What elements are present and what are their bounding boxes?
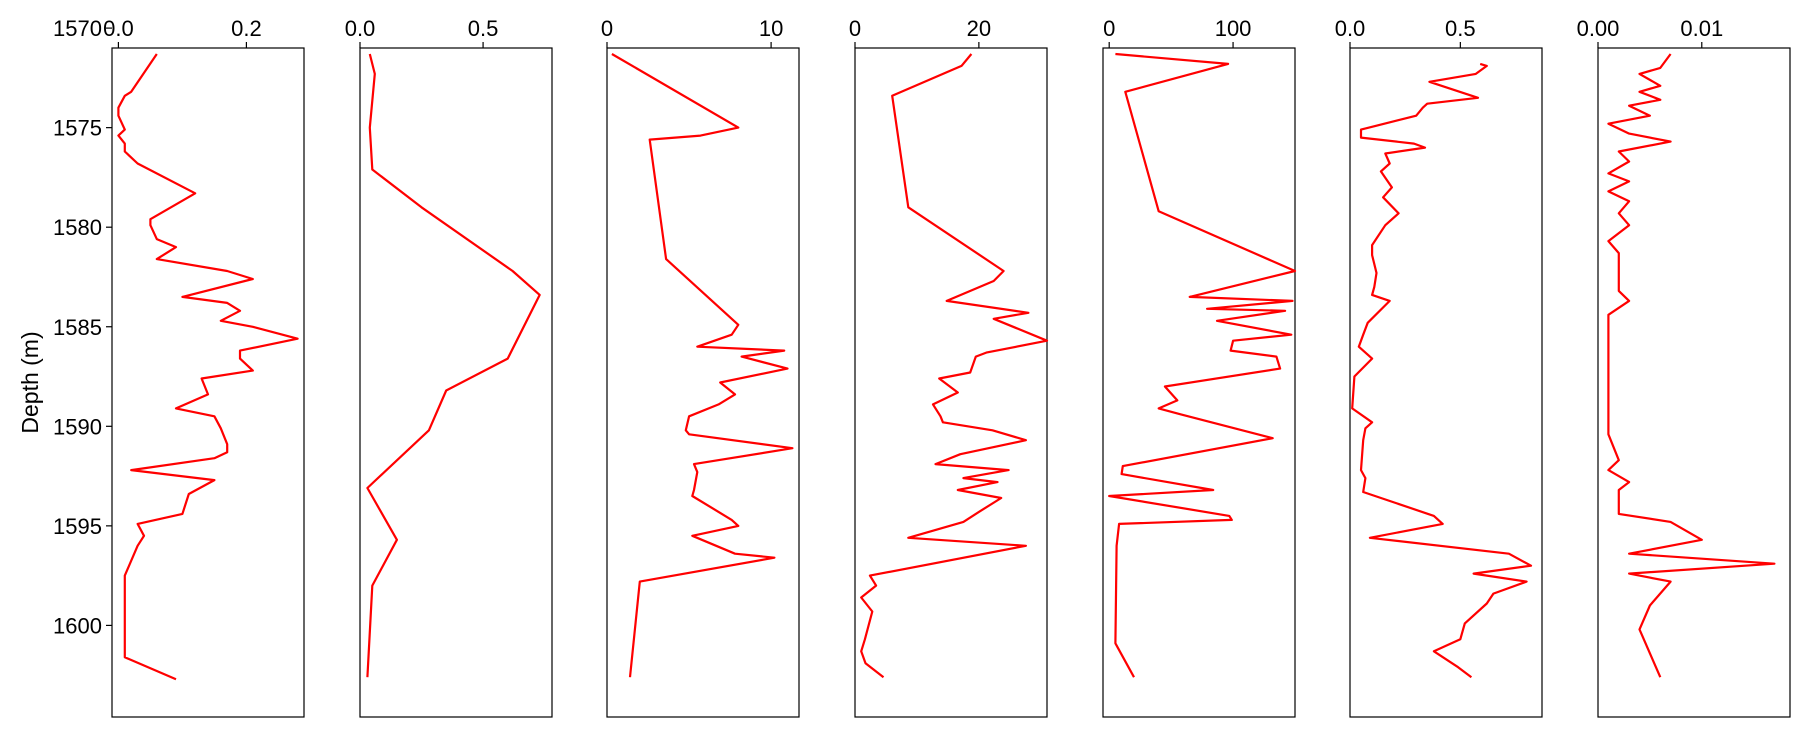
panel-frame: [359, 47, 553, 718]
x-tick-label: 100: [1215, 16, 1252, 41]
track-panel-5: 0 100: [1102, 16, 1297, 718]
track-panel-6: 0.0 0.5: [1335, 16, 1543, 718]
x-tick-label: 10: [759, 16, 783, 41]
panel-frame: [1597, 47, 1791, 718]
x-tick-label: 0.01: [1680, 16, 1723, 41]
y-tick-label: 1570: [53, 16, 102, 41]
panel-frame: [111, 47, 305, 718]
y-axis-title: Depth (m): [17, 331, 43, 433]
y-tick-label: 1600: [53, 613, 102, 638]
track-panel-3: 0 10: [601, 16, 800, 718]
y-tick-label: 1590: [53, 414, 102, 439]
log-curve: [366, 53, 541, 678]
x-tick-label: 0.00: [1577, 16, 1620, 41]
y-tick-label: 1575: [53, 116, 102, 141]
y-axis: 1570 1575 1580 1585 1590 1595 1600: [53, 16, 112, 638]
x-tick-label: 0.5: [1445, 16, 1476, 41]
y-tick-label: 1585: [53, 315, 102, 340]
log-curve: [117, 53, 299, 681]
x-tick-label: 0.5: [468, 16, 499, 41]
x-tick-label: 0.0: [1335, 16, 1366, 41]
panel-frame: [1102, 47, 1296, 718]
x-tick-label: 0: [1103, 16, 1115, 41]
log-curve: [1607, 53, 1776, 678]
panel-frame: [1349, 47, 1543, 718]
x-tick-label: 0: [601, 16, 613, 41]
log-curve: [611, 53, 794, 678]
panel-frame: [854, 47, 1048, 718]
track-panel-1: 0.0 0.2: [103, 16, 305, 718]
x-tick-label: 0.2: [231, 16, 262, 41]
y-tick-label: 1595: [53, 514, 102, 539]
x-tick-label: 0.0: [103, 16, 134, 41]
x-tick-label: 20: [967, 16, 991, 41]
track-panel-4: 0 20: [849, 16, 1049, 718]
panel-frame: [606, 47, 800, 718]
log-curve: [1351, 62, 1533, 679]
log-curve: [860, 53, 1049, 679]
x-tick-label: 0.0: [345, 16, 376, 41]
x-tick-label: 0: [849, 16, 861, 41]
track-panel-2: 0.0 0.5: [345, 16, 553, 718]
y-tick-label: 1580: [53, 215, 102, 240]
log-curve: [1108, 52, 1297, 678]
track-panel-7: 0.00 0.01: [1577, 16, 1791, 718]
